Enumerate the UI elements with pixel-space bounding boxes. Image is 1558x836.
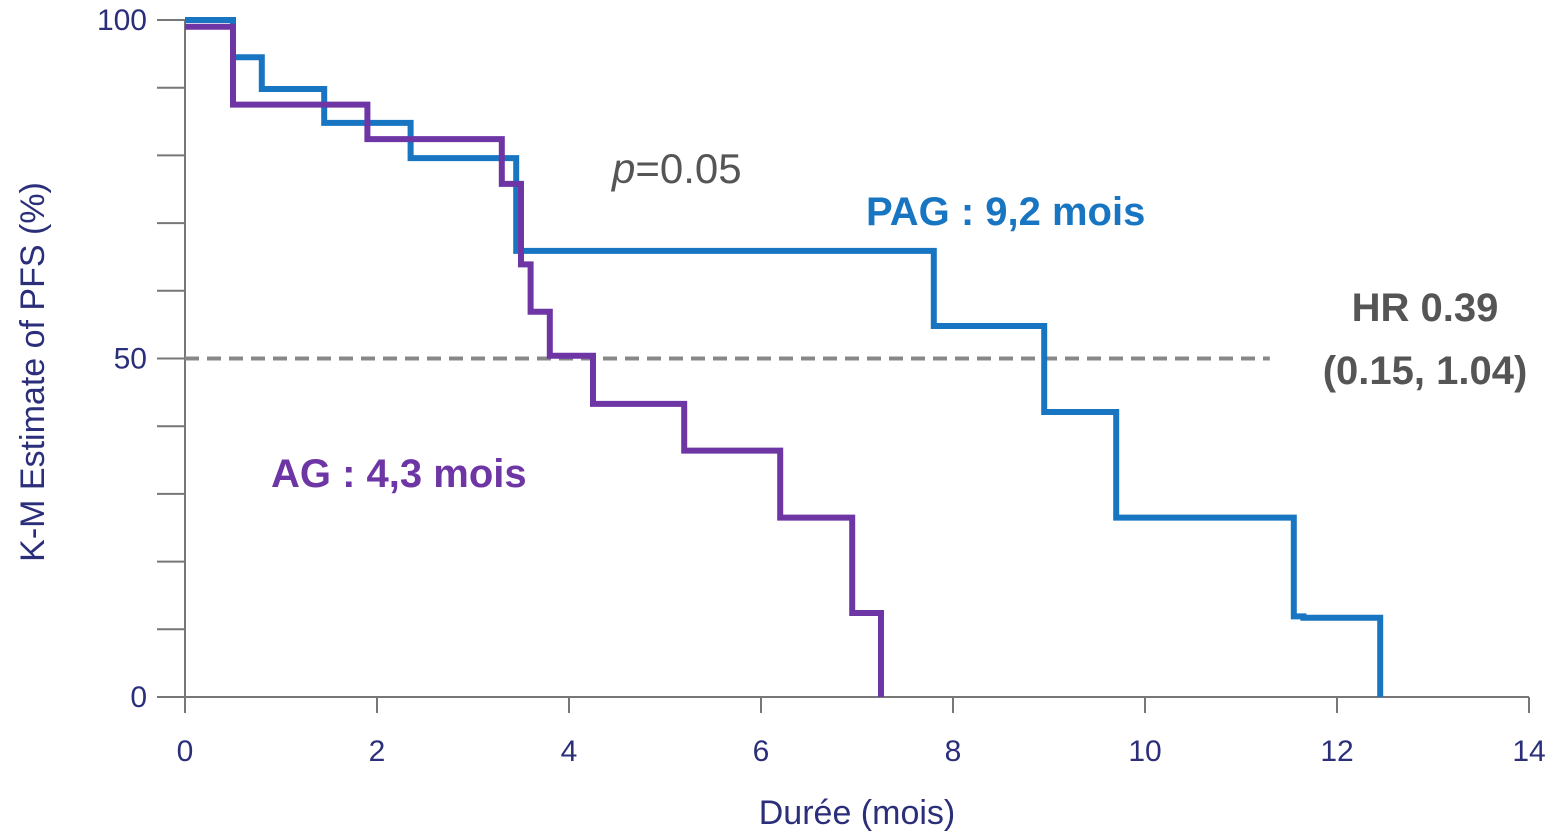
- hr-annotation-line1: HR 0.39: [1352, 286, 1499, 330]
- x-tick-label: 14: [1512, 735, 1545, 768]
- x-tick-label: 0: [177, 735, 194, 768]
- series-label-ag: AG : 4,3 mois: [271, 452, 527, 496]
- y-tick-label: 50: [114, 343, 147, 376]
- x-tick-label: 8: [945, 735, 962, 768]
- x-tick-label: 2: [369, 735, 386, 768]
- p-value-annotation: p=0.05: [610, 145, 742, 192]
- y-axis-title: K-M Estimate of PFS (%): [14, 182, 52, 562]
- y-tick-label: 100: [97, 4, 147, 37]
- series-group: [185, 17, 1384, 697]
- y-tick-label: 0: [130, 681, 147, 714]
- p-value: =0.05: [635, 145, 741, 192]
- series-label-pag: PAG : 9,2 mois: [866, 190, 1145, 234]
- x-axis-title: Durée (mois): [759, 794, 955, 831]
- hr-annotation-line2: (0.15, 1.04): [1323, 349, 1528, 393]
- x-tick-label: 12: [1320, 735, 1353, 768]
- km-curve-pag: [185, 17, 1384, 697]
- km-curve-ag: [185, 23, 884, 697]
- x-tick-label: 10: [1128, 735, 1161, 768]
- x-ticks: 0 2 4 6 8 10 12 14: [177, 697, 1546, 768]
- x-tick-label: 6: [753, 735, 770, 768]
- p-symbol: p: [610, 145, 635, 192]
- y-ticks: 0 50 100: [97, 4, 185, 714]
- x-tick-label: 4: [561, 735, 578, 768]
